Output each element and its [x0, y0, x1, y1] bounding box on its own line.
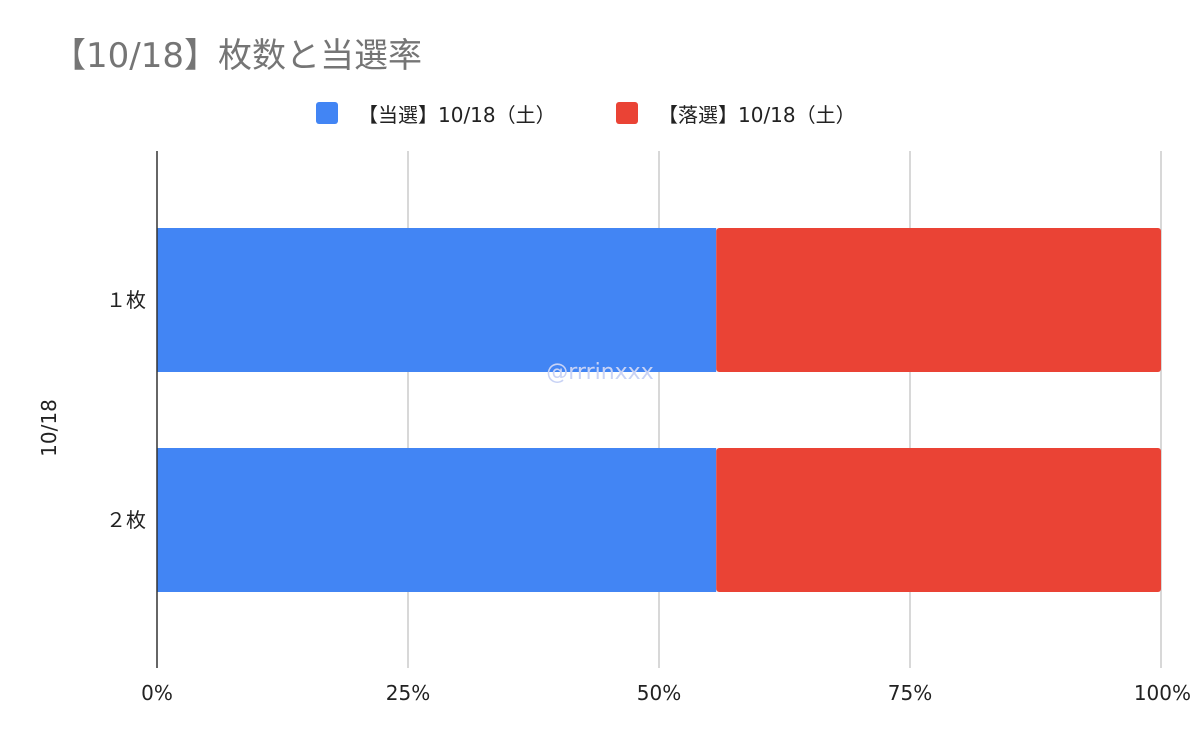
y-tick-label: １枚	[106, 288, 146, 312]
x-tick-label: 50%	[637, 681, 681, 705]
x-tick-label: 0%	[141, 681, 173, 705]
y-tick-label: ２枚	[106, 508, 146, 532]
watermark-text: @rrrinxxx	[546, 360, 653, 385]
legend: 【当選】10/18（土） 【落選】10/18（土）	[0, 97, 1200, 129]
y-tick-labels: １枚 ２枚	[106, 288, 146, 532]
x-tick-label: 100%	[1134, 681, 1191, 705]
legend-item-lost: 【落選】10/18（土）	[616, 97, 856, 129]
bar-lost-1	[716, 228, 1161, 372]
x-tick-labels: 0% 25% 50% 75% 100%	[141, 681, 1191, 705]
x-tick-label: 25%	[386, 681, 430, 705]
legend-item-won: 【当選】10/18（土）	[316, 97, 556, 129]
bars	[157, 228, 1161, 592]
legend-label-won: 【当選】10/18（土）	[358, 102, 556, 127]
bar-won-2	[157, 448, 717, 592]
y-axis-title: 10/18	[37, 399, 61, 457]
x-tick-label: 75%	[888, 681, 932, 705]
bar-lost-2	[716, 448, 1161, 592]
legend-label-lost: 【落選】10/18（土）	[658, 102, 856, 127]
legend-swatch-won	[316, 102, 338, 124]
legend-swatch-lost	[616, 102, 638, 124]
chart-title: 【10/18】枚数と当選率	[52, 36, 422, 76]
bar-won-1	[157, 228, 717, 372]
